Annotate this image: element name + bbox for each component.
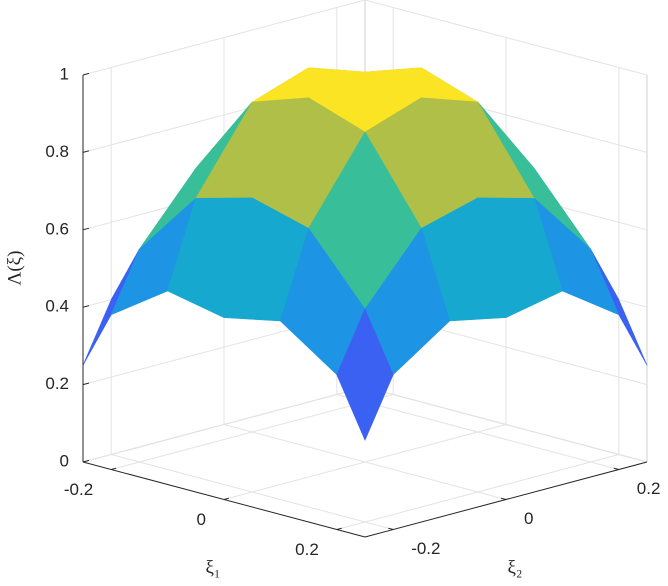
x-tick bbox=[111, 467, 117, 470]
y-tick bbox=[613, 467, 619, 470]
grid-line bbox=[336, 394, 619, 470]
z-tick-label: 0.6 bbox=[45, 219, 69, 238]
x-tick-label: -0.2 bbox=[64, 480, 93, 499]
z-tick-label: 0.8 bbox=[45, 142, 69, 161]
y-tick bbox=[388, 527, 394, 530]
x-tick bbox=[223, 497, 230, 500]
z-tick-label: 1 bbox=[60, 64, 69, 83]
z-tick-label: 0.4 bbox=[45, 297, 69, 316]
z-tick bbox=[82, 227, 90, 231]
axes: 0 0.2 0.4 0.6 0.8 1 -0.2 0 0.2 -0.2 0 0.2 bbox=[45, 64, 660, 559]
z-tick bbox=[82, 150, 90, 153]
grid-line bbox=[111, 454, 394, 530]
z-tick bbox=[82, 382, 90, 386]
surface bbox=[82, 67, 648, 441]
y-tick bbox=[500, 497, 507, 500]
grid-line bbox=[223, 424, 507, 500]
x-axis-label: ξ₁ bbox=[205, 557, 220, 578]
z-axis-label: Λ(ξ) bbox=[4, 251, 25, 286]
z-tick bbox=[82, 459, 90, 463]
z-tick bbox=[82, 305, 90, 308]
y-tick-label: 0.2 bbox=[637, 479, 661, 498]
z-tick bbox=[82, 72, 90, 76]
z-tick-label: 0 bbox=[60, 451, 69, 470]
surface-patch bbox=[336, 308, 394, 441]
x-tick bbox=[336, 527, 342, 530]
y-tick-label: 0 bbox=[524, 509, 533, 528]
z-tick-label: 0.2 bbox=[45, 374, 69, 393]
x-tick-label: 0 bbox=[197, 510, 206, 529]
y-tick-label: -0.2 bbox=[411, 539, 440, 558]
y-axis-label: ξ₂ bbox=[507, 557, 522, 578]
x-tick-label: 0.2 bbox=[295, 540, 319, 559]
